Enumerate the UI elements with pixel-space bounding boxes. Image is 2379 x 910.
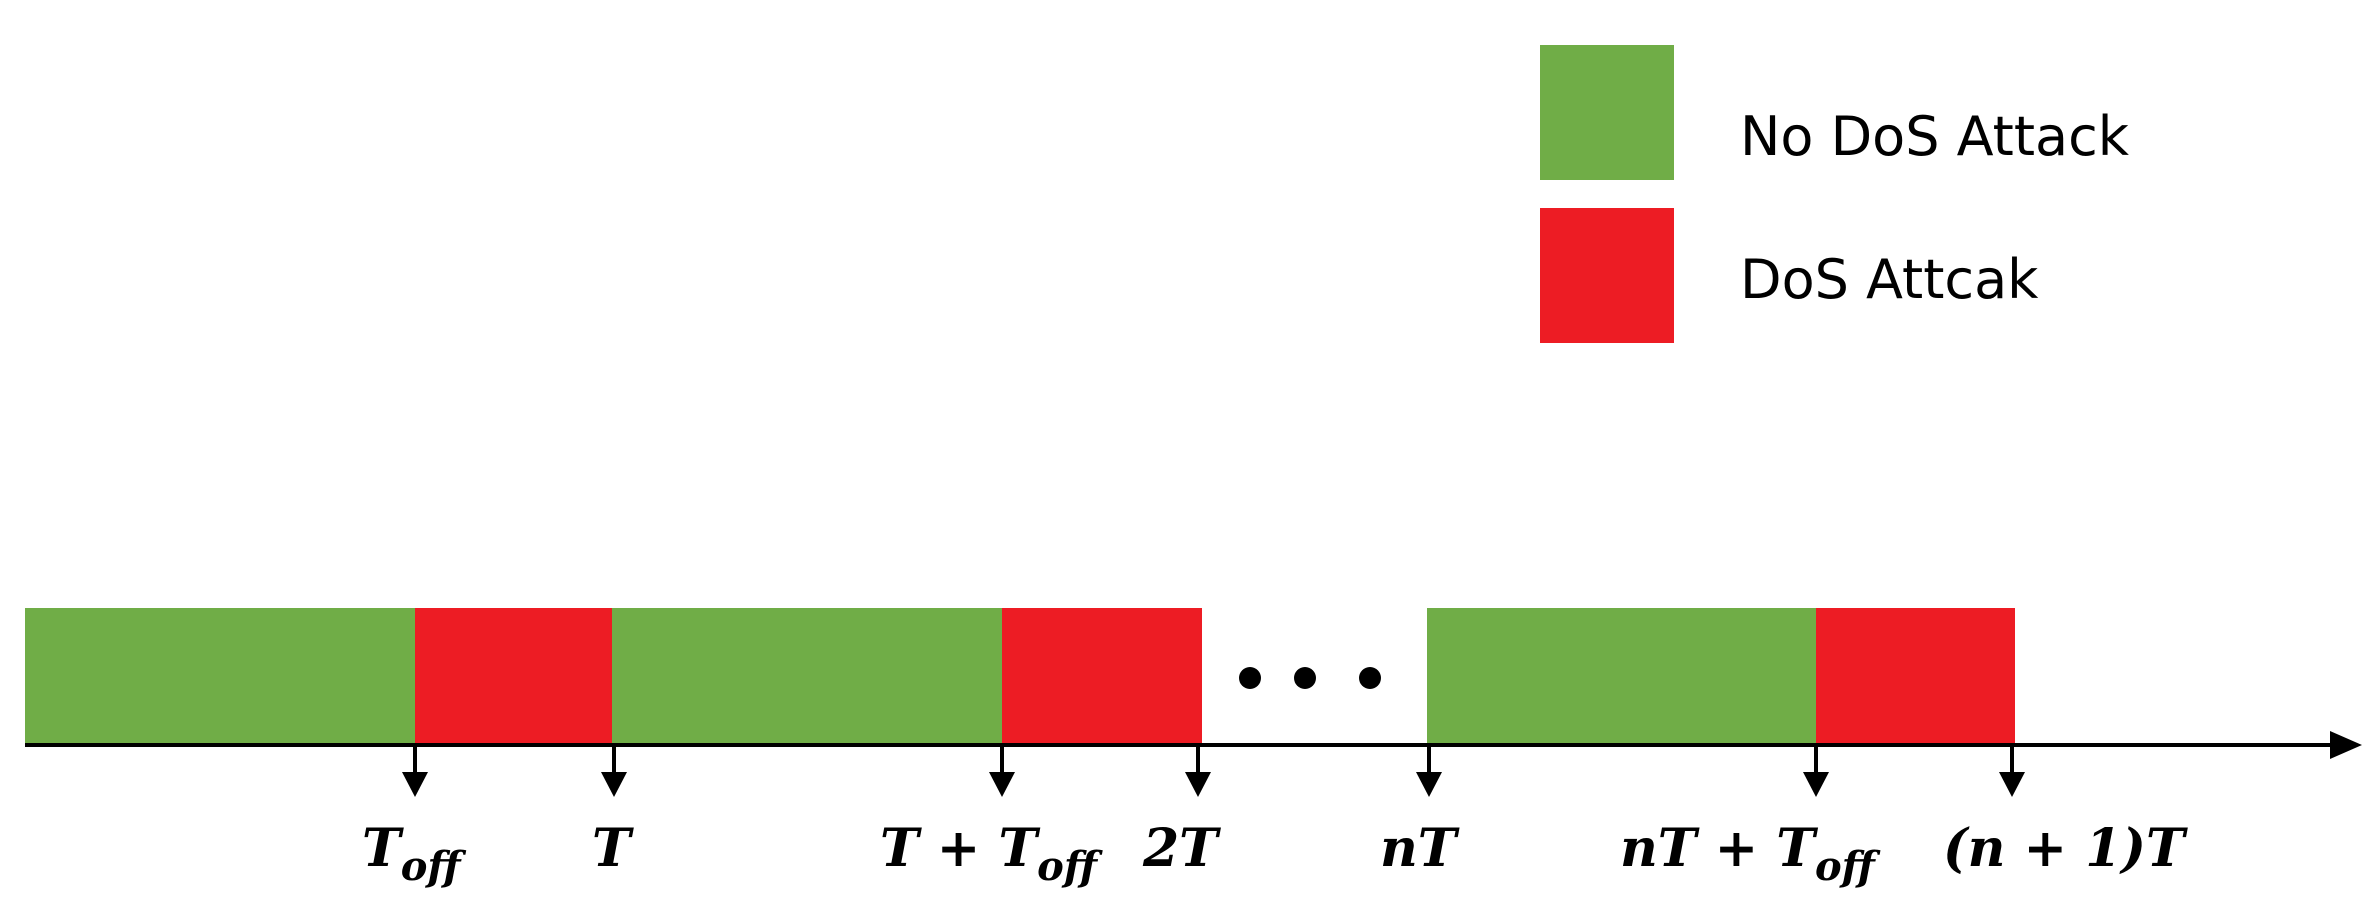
- ellipsis-dot: [1294, 667, 1316, 689]
- legend-swatch-no-attack: [1540, 45, 1674, 180]
- tick-label-n-plus-1-t: (n + 1)T: [1943, 818, 2188, 879]
- time-axis: [25, 731, 2362, 759]
- tick-label-2t: 2T: [1142, 818, 1221, 879]
- time-axis-arrowhead: [2330, 731, 2362, 759]
- legend-label-no-attack: No DoS Attack: [1740, 105, 2130, 168]
- segment-no-attack-2: [612, 608, 1002, 744]
- ellipsis-dots: [1239, 667, 1381, 689]
- tick-label-t-off: Toff: [362, 818, 466, 890]
- tick-arrow-t: [601, 745, 627, 797]
- legend-swatch-attack: [1540, 208, 1674, 343]
- timeline-segments: [25, 608, 2015, 744]
- tick-arrow-2t: [1185, 745, 1211, 797]
- tick-label-t: T: [592, 818, 634, 879]
- ellipsis-dot: [1239, 667, 1261, 689]
- segment-attack-2: [1002, 608, 1202, 744]
- tick-arrow-nt-plus-t-off: [1803, 745, 1829, 797]
- tick-arrow-nt: [1416, 745, 1442, 797]
- legend-label-attack: DoS Attcak: [1740, 248, 2039, 311]
- tick-arrow-t-plus-t-off: [989, 745, 1015, 797]
- tick-label-nt: nT: [1380, 818, 1460, 879]
- tick-label-nt-plus-t-off: nT + Toff: [1620, 818, 1881, 890]
- tick-arrow-n-plus-1-t: [1999, 745, 2025, 797]
- segment-attack-3: [1816, 608, 2015, 744]
- ellipsis-dot: [1359, 667, 1381, 689]
- segment-no-attack-3: [1427, 608, 1816, 744]
- segment-no-attack-1: [25, 608, 415, 744]
- tick-label-t-plus-t-off: T + Toff: [880, 818, 1103, 890]
- segment-attack-1: [415, 608, 612, 744]
- tick-arrows: [402, 745, 2025, 797]
- tick-arrow-t-off: [402, 745, 428, 797]
- legend: No DoS Attack DoS Attcak: [1540, 45, 2130, 343]
- tick-labels: Toff T T + Toff 2T nT nT + Toff (n + 1)T: [362, 818, 2188, 890]
